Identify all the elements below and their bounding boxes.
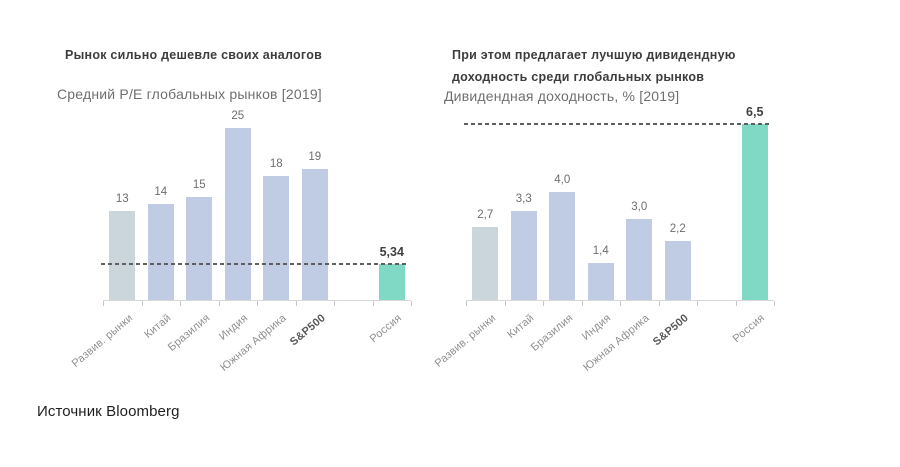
chart-heading-dividend-line2: доходность среди глобальных рынков	[452, 69, 705, 84]
bar-6	[378, 264, 405, 301]
bar-2	[549, 192, 576, 301]
value-label-3: 1,4	[592, 245, 609, 257]
value-label-0: 13	[115, 193, 129, 205]
x-axis-tick-4	[257, 301, 258, 306]
category-label-4: Южная Африка	[218, 312, 289, 374]
bar-0	[472, 227, 499, 301]
category-label-5: S&P500	[650, 312, 691, 349]
x-axis-tick-6	[334, 301, 335, 306]
x-axis-tick-8	[774, 301, 775, 306]
category-label-1: Китай	[142, 312, 174, 341]
bar-4	[263, 176, 290, 301]
bar-chart-pe: 13 Развив. рынки 14 Китай 15 Бразилия 25 Индия 1…	[69, 110, 412, 374]
x-axis-tick-3	[218, 301, 220, 306]
bar-1	[510, 211, 537, 301]
category-label-1: Китай	[505, 312, 537, 341]
x-axis-tick-0	[103, 301, 104, 306]
x-axis-tick-4	[620, 301, 621, 306]
chart-heading-pe: Рынок сильно дешевле своих аналогов	[65, 44, 322, 66]
category-label-3: Индия	[217, 312, 251, 343]
bar-2	[186, 197, 213, 301]
value-label-1: 3,3	[515, 193, 532, 205]
x-axis-tick-5	[658, 301, 660, 306]
x-axis-tick-3	[581, 301, 583, 306]
x-axis-tick-8	[411, 301, 412, 306]
x-axis-tick-7	[372, 301, 374, 306]
chart-subtitle-pe: Средний P/E глобальных рынков [2019]	[57, 86, 322, 102]
reference-dashed-line	[464, 123, 769, 125]
category-label-0: Развив. рынки	[432, 312, 498, 370]
chart-subtitle-dividend: Дивидендная доходность, % [2019]	[444, 88, 680, 104]
value-label-0: 2,7	[477, 209, 494, 221]
bar-4	[626, 219, 653, 301]
value-label-6: 5,34	[379, 245, 404, 259]
bar-5	[664, 241, 691, 301]
value-label-6: 6,5	[746, 105, 764, 119]
chart-heading-dividend: При этом предлагает лучшую дивидендную д…	[452, 44, 736, 88]
x-axis-tick-5	[295, 301, 297, 306]
category-label-0: Развив. рынки	[69, 312, 135, 370]
value-label-4: 18	[269, 158, 283, 170]
bar-chart-dividend: 2,7 Развив. рынки 3,3 Китай 4,0 Бразилия 1,4 Ин…	[432, 105, 775, 374]
value-label-2: 4,0	[554, 174, 571, 186]
value-label-5: 19	[308, 151, 322, 163]
bar-5	[301, 169, 328, 301]
bar-3	[224, 128, 251, 301]
category-label-2: Бразилия	[165, 312, 212, 354]
chart-heading-pe-line1: Рынок сильно дешевле своих аналогов	[65, 47, 323, 62]
x-axis-line	[466, 300, 774, 301]
category-label-3: Индия	[580, 312, 614, 343]
chart-heading-dividend-line1: При этом предлагает лучшую дивидендную	[452, 47, 736, 62]
x-axis-tick-1	[141, 301, 143, 306]
value-label-5: 2,2	[669, 223, 686, 235]
category-label-2: Бразилия	[528, 312, 575, 354]
x-axis-tick-1	[504, 301, 506, 306]
reference-dashed-line	[101, 263, 406, 265]
x-axis-tick-7	[735, 301, 737, 306]
bar-3	[587, 263, 614, 301]
x-axis-tick-0	[466, 301, 467, 306]
category-label-4: Южная Африка	[581, 312, 652, 374]
x-axis-tick-2	[180, 301, 181, 306]
category-label-6: Россия	[368, 312, 405, 346]
value-label-3: 25	[231, 110, 245, 122]
source-note: Источник Bloomberg	[37, 403, 180, 420]
value-label-4: 3,0	[631, 201, 648, 213]
value-label-2: 15	[192, 179, 206, 191]
x-axis-tick-6	[697, 301, 698, 306]
bar-6	[741, 124, 768, 301]
bar-1	[147, 204, 174, 301]
value-label-1: 14	[154, 186, 168, 198]
bar-0	[109, 211, 136, 301]
x-axis-tick-2	[543, 301, 544, 306]
category-label-6: Россия	[731, 312, 768, 346]
x-axis-line	[103, 300, 411, 301]
category-label-5: S&P500	[287, 312, 328, 349]
